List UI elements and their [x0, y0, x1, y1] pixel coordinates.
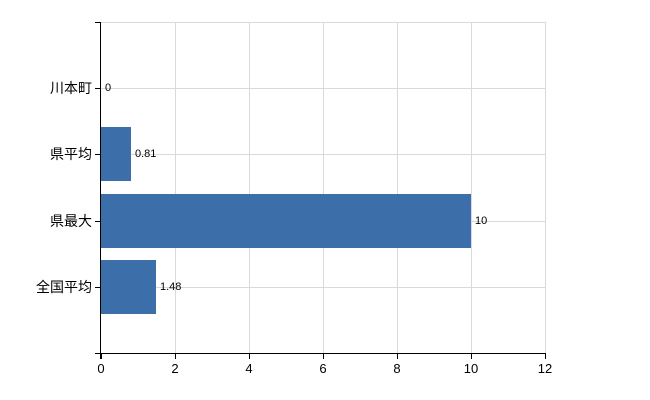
- x-tick: [249, 354, 250, 359]
- x-tick-label: 8: [393, 361, 401, 376]
- x-gridline: [471, 22, 472, 353]
- x-gridline: [397, 22, 398, 353]
- y-tick: [95, 287, 100, 288]
- x-tick: [323, 354, 324, 359]
- x-gridline: [323, 22, 324, 353]
- x-gridline: [175, 22, 176, 353]
- x-tick: [545, 354, 546, 359]
- x-tick-label: 6: [319, 361, 327, 376]
- value-label: 10: [475, 215, 488, 227]
- bar: [101, 127, 131, 181]
- y-tick: [95, 154, 100, 155]
- y-axis-end-tick: [95, 22, 100, 23]
- category-label: 川本町: [50, 80, 92, 96]
- y-gridline: [101, 88, 546, 89]
- y-gridline: [101, 154, 546, 155]
- x-gridline: [545, 22, 546, 353]
- y-tick: [95, 221, 100, 222]
- y-axis-line: [100, 22, 101, 359]
- x-tick-label: 4: [245, 361, 253, 376]
- y-tick: [95, 88, 100, 89]
- x-axis-line: [95, 353, 546, 354]
- value-label: 1.48: [160, 281, 182, 293]
- category-label: 全国平均: [36, 279, 92, 295]
- x-tick: [101, 354, 102, 359]
- bar: [101, 194, 471, 248]
- x-tick: [397, 354, 398, 359]
- y-gridline: [101, 287, 546, 288]
- x-tick: [175, 354, 176, 359]
- x-tick-label: 12: [537, 361, 553, 376]
- x-tick-label: 2: [171, 361, 179, 376]
- x-tick-label: 10: [463, 361, 479, 376]
- x-tick-label: 0: [97, 361, 105, 376]
- bar: [101, 260, 156, 314]
- value-label: 0: [105, 82, 112, 94]
- value-label: 0.81: [135, 148, 157, 160]
- category-label: 県最大: [50, 213, 92, 229]
- category-label: 県平均: [50, 146, 92, 162]
- x-gridline: [249, 22, 250, 353]
- x-tick: [471, 354, 472, 359]
